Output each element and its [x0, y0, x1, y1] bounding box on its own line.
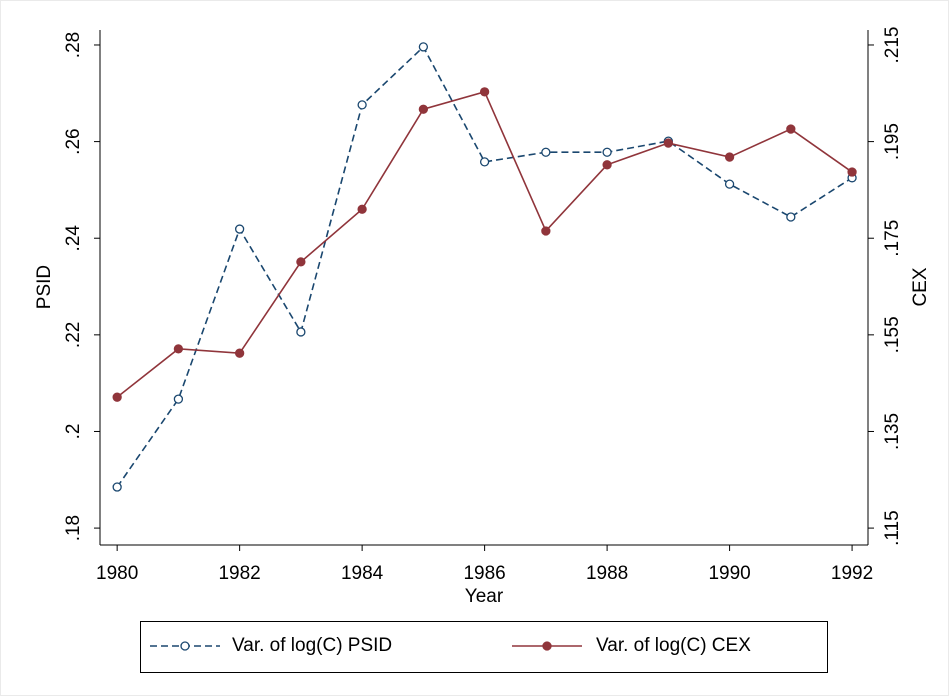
point — [602, 147, 612, 157]
point — [296, 257, 306, 267]
y2-tick-label: .135 — [882, 413, 903, 450]
point — [418, 42, 429, 52]
point — [724, 152, 735, 162]
point — [847, 167, 857, 177]
y-axis-title: PSID — [34, 265, 55, 309]
point — [173, 344, 184, 354]
legend-label: Var. of log(C) PSID — [232, 635, 392, 656]
y2-tick-label: .195 — [882, 123, 903, 160]
point — [541, 147, 551, 157]
y2-tick-label: .175 — [882, 220, 903, 257]
point — [234, 224, 245, 234]
point — [786, 212, 796, 222]
y-tick-label: .22 — [63, 322, 84, 348]
point — [357, 100, 367, 110]
point — [234, 348, 245, 358]
point — [296, 327, 306, 337]
point — [663, 138, 673, 148]
x-tick-label: 1982 — [218, 563, 260, 584]
legend-marker — [542, 641, 552, 651]
y-tick-label: .2 — [63, 424, 84, 440]
point — [786, 124, 796, 134]
x-tick-label: 1990 — [708, 563, 750, 584]
x-axis-title: Year — [465, 586, 504, 607]
legend — [140, 621, 828, 673]
point — [112, 482, 122, 492]
y2-tick-label: .115 — [882, 510, 903, 546]
x-tick-label: 1992 — [831, 563, 873, 584]
y-tick-label: .28 — [63, 32, 84, 58]
y-tick-label: .18 — [63, 515, 84, 541]
y2-tick-label: .155 — [882, 316, 903, 353]
point — [418, 104, 429, 114]
x-tick-label: 1988 — [586, 563, 628, 584]
y-tick-label: .24 — [63, 225, 84, 252]
y2-axis-title: CEX — [910, 267, 931, 306]
x-tick-label: 1984 — [341, 563, 384, 584]
point — [173, 394, 184, 404]
point — [724, 179, 735, 189]
x-tick-label: 1980 — [96, 563, 138, 584]
point — [357, 204, 367, 214]
y-tick-label: .26 — [63, 128, 84, 154]
point — [602, 160, 612, 170]
point — [479, 157, 490, 167]
point — [112, 392, 122, 402]
y2-tick-label: .215 — [882, 26, 903, 63]
x-tick-label: 1986 — [463, 563, 505, 584]
legend-marker — [180, 641, 190, 651]
point — [479, 87, 490, 97]
legend-label: Var. of log(C) CEX — [596, 635, 751, 656]
point — [541, 226, 551, 236]
